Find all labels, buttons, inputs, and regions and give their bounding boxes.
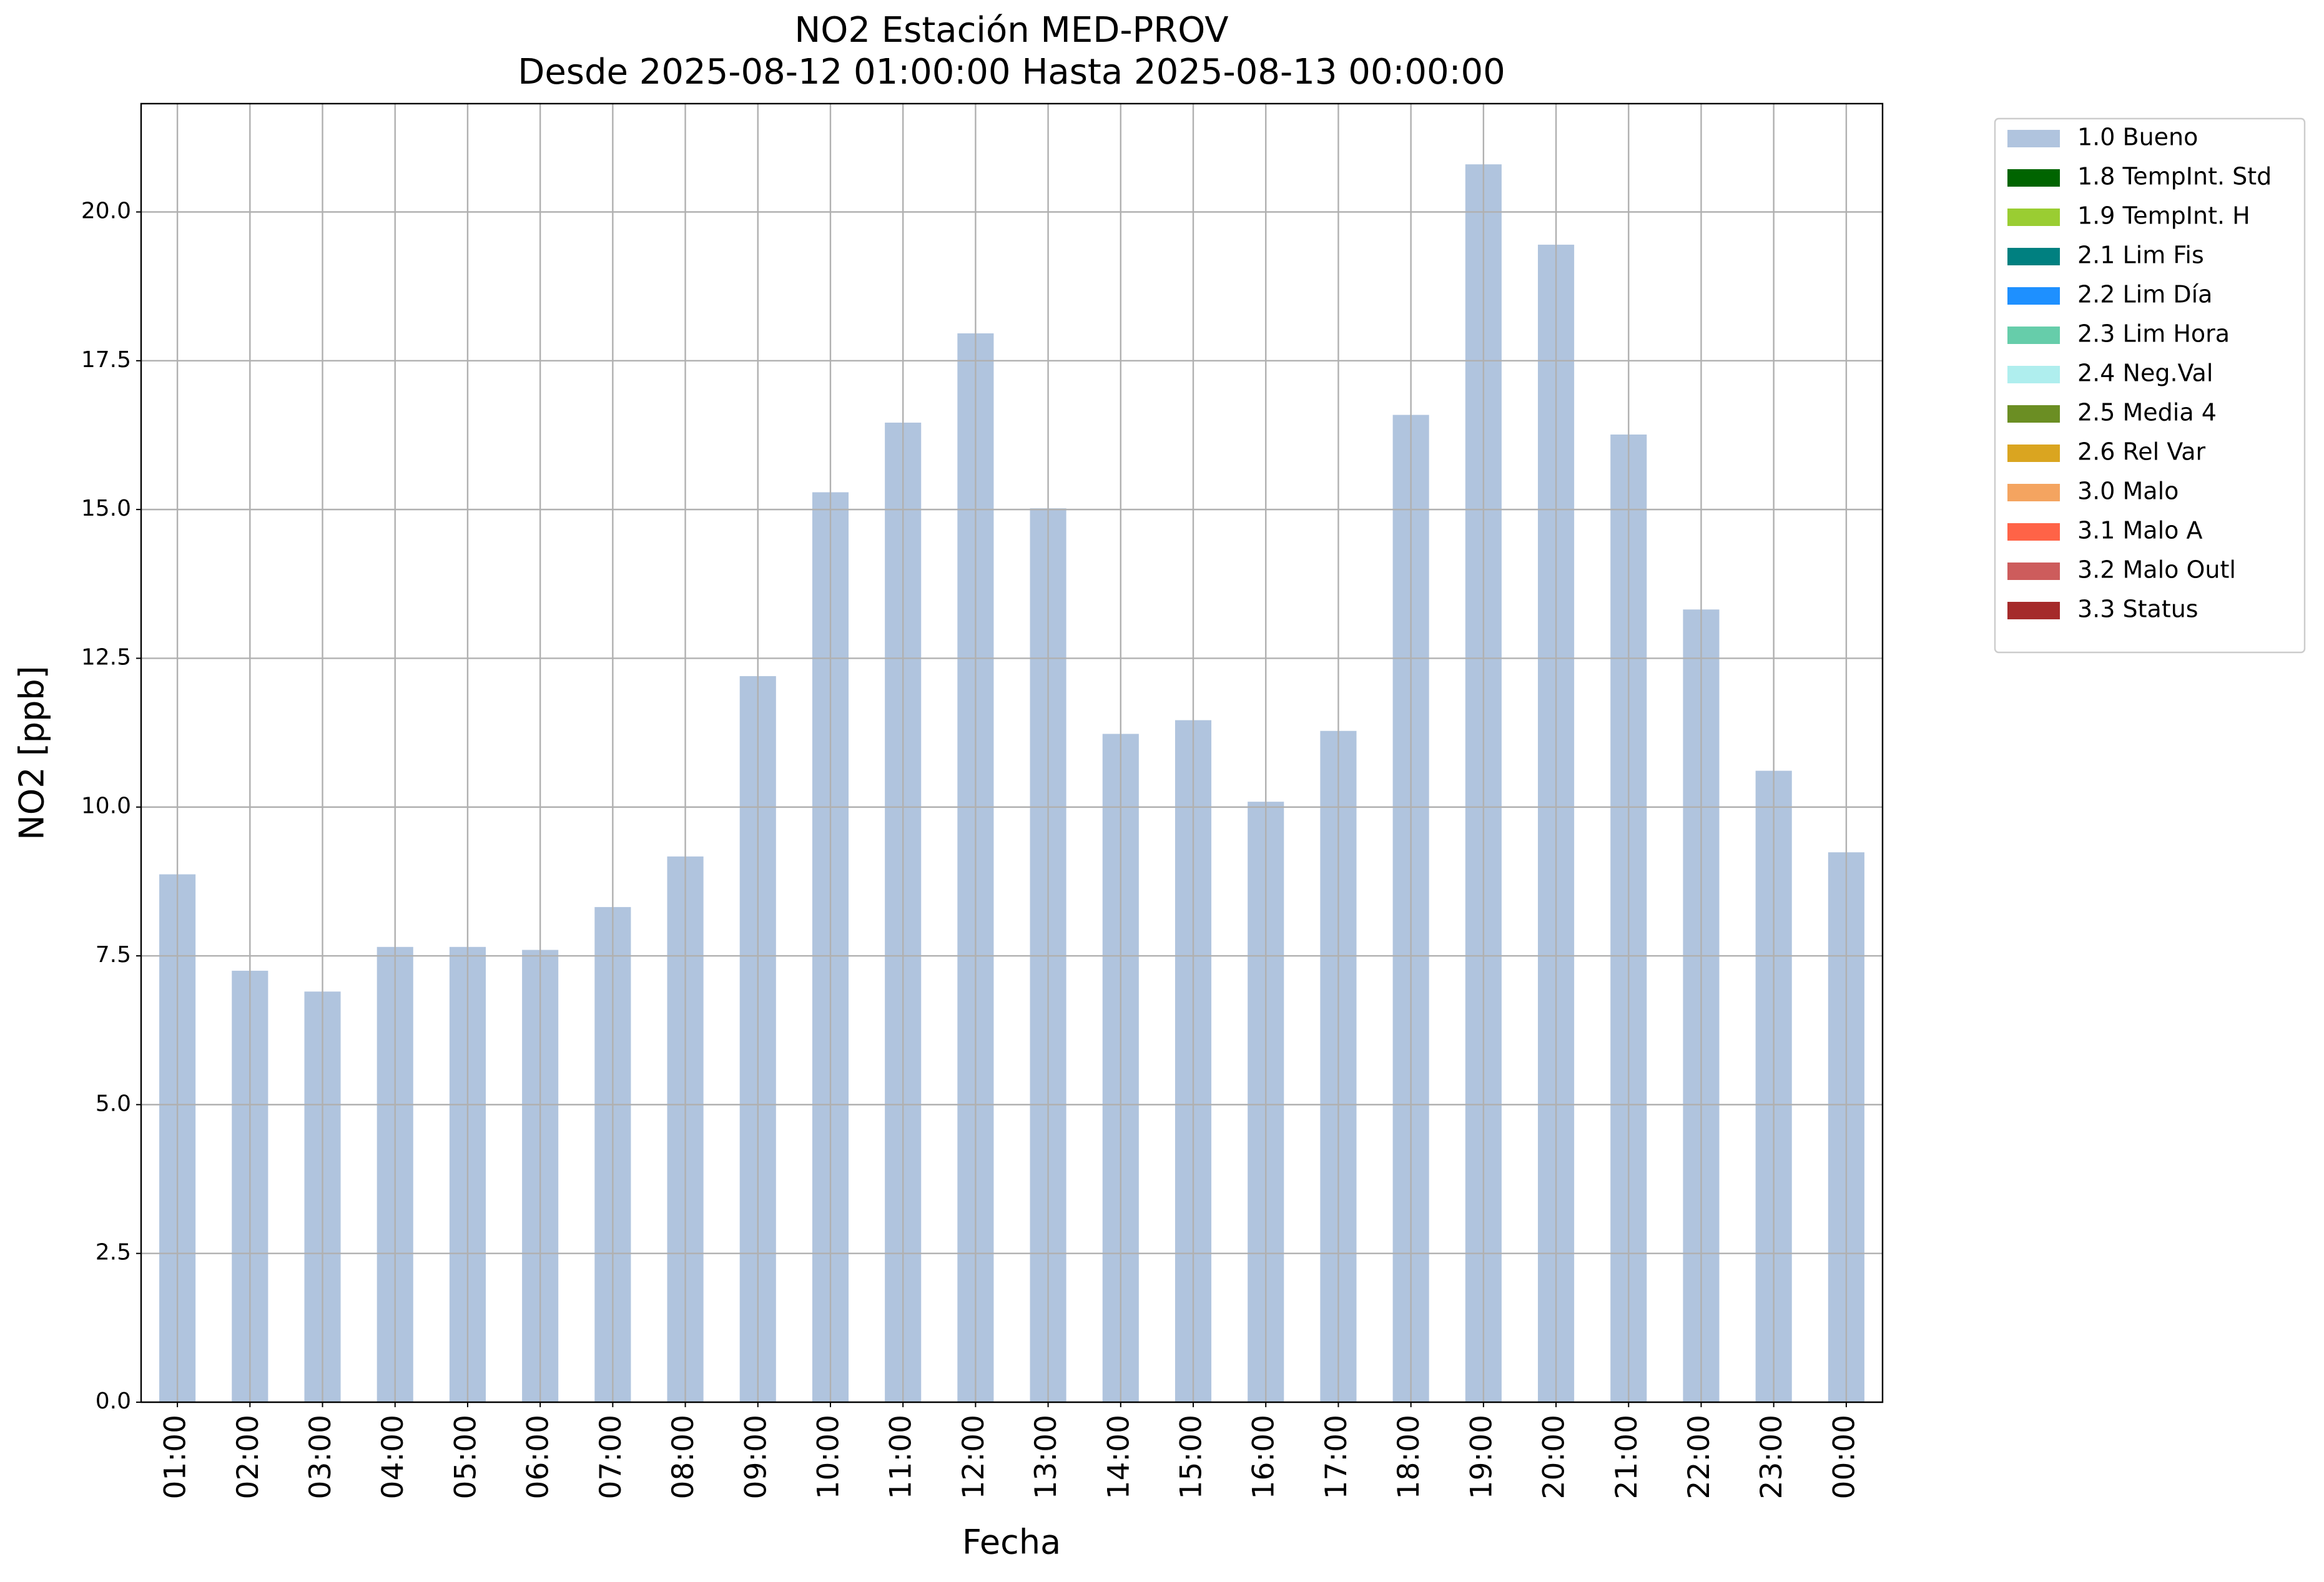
y-tick-label: 10.0 — [81, 793, 131, 819]
legend-label: 3.0 Malo — [2077, 478, 2179, 505]
x-tick-label: 21:00 — [1610, 1415, 1644, 1499]
x-tick-label: 11:00 — [884, 1415, 918, 1499]
legend-swatch — [2007, 327, 2060, 344]
y-tick-label: 7.5 — [96, 942, 131, 968]
legend-label: 2.6 Rel Var — [2077, 438, 2206, 466]
legend-label: 3.1 Malo A — [2077, 517, 2202, 544]
y-tick-label: 2.5 — [96, 1240, 131, 1265]
x-tick-label: 09:00 — [739, 1415, 773, 1499]
x-tick-label: 17:00 — [1319, 1415, 1354, 1499]
y-axis-label: NO2 [ppb] — [12, 666, 52, 840]
x-tick-label: 20:00 — [1537, 1415, 1572, 1499]
legend-label: 3.3 Status — [2077, 596, 2198, 623]
x-tick-label: 05:00 — [448, 1415, 483, 1499]
legend-label: 2.3 Lim Hora — [2077, 320, 2230, 348]
chart-subtitle: Desde 2025-08-12 01:00:00 Hasta 2025-08-… — [518, 52, 1505, 92]
y-tick-label: 20.0 — [81, 198, 131, 224]
legend-swatch — [2007, 523, 2060, 541]
legend-swatch — [2007, 366, 2060, 383]
legend-swatch — [2007, 248, 2060, 265]
legend-frame — [1994, 117, 2306, 654]
x-tick-label: 15:00 — [1174, 1415, 1209, 1499]
y-tick-label: 15.0 — [81, 496, 131, 521]
legend-label: 1.9 TempInt. H — [2077, 202, 2250, 230]
legend-swatch — [2007, 445, 2060, 462]
legend-swatch — [2007, 169, 2060, 187]
x-tick-label: 01:00 — [159, 1415, 193, 1499]
y-tick-label: 0.0 — [96, 1388, 131, 1414]
x-tick-label: 03:00 — [303, 1415, 338, 1499]
y-tick-label: 12.5 — [81, 644, 131, 670]
x-tick-label: 13:00 — [1029, 1415, 1063, 1499]
x-tick-label: 14:00 — [1101, 1415, 1136, 1499]
x-tick-label: 02:00 — [231, 1415, 265, 1499]
x-tick-label: 10:00 — [811, 1415, 845, 1499]
legend-swatch — [2007, 209, 2060, 226]
legend-swatch — [2007, 130, 2060, 147]
legend-label: 2.5 Media 4 — [2077, 399, 2217, 426]
x-tick-label: 04:00 — [376, 1415, 410, 1499]
x-tick-label: 22:00 — [1682, 1415, 1716, 1499]
legend-swatch — [2007, 287, 2060, 305]
legend-label: 2.2 Lim Día — [2077, 281, 2212, 308]
legend-label: 2.1 Lim Fis — [2077, 242, 2204, 269]
x-axis-label: Fecha — [962, 1523, 1061, 1562]
x-tick-label: 19:00 — [1464, 1415, 1499, 1499]
x-tick-label: 16:00 — [1247, 1415, 1281, 1499]
x-tick-label: 18:00 — [1392, 1415, 1426, 1499]
x-tick-label: 08:00 — [666, 1415, 701, 1499]
y-tick-label: 17.5 — [81, 347, 131, 373]
x-tick-label: 00:00 — [1827, 1415, 1861, 1499]
x-tick-label: 12:00 — [957, 1415, 991, 1499]
x-tick-label: 07:00 — [594, 1415, 628, 1499]
legend-swatch — [2007, 484, 2060, 501]
chart-title: NO2 Estación MED-PROV — [794, 10, 1228, 51]
legend-label: 3.2 Malo Outl — [2077, 556, 2236, 584]
legend-label: 1.0 Bueno — [2077, 124, 2198, 151]
legend-label: 2.4 Neg.Val — [2077, 360, 2213, 387]
legend-swatch — [2007, 563, 2060, 580]
y-tick-label: 5.0 — [96, 1091, 131, 1116]
legend-swatch — [2007, 405, 2060, 423]
x-tick-label: 06:00 — [521, 1415, 556, 1499]
legend-label: 1.8 TempInt. Std — [2077, 163, 2272, 190]
x-tick-label: 23:00 — [1755, 1415, 1789, 1499]
legend-swatch — [2007, 602, 2060, 619]
plot-frame — [140, 102, 1884, 1403]
